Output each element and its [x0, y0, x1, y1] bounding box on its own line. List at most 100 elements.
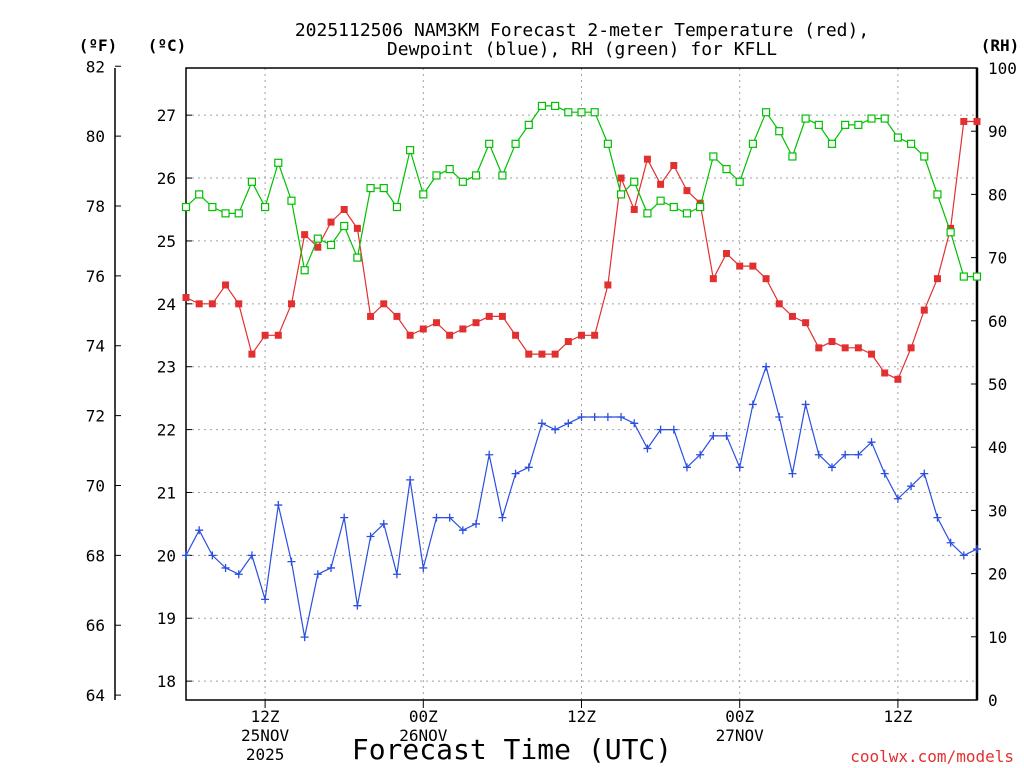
fahrenheit-tick-label: 72 — [86, 407, 105, 426]
rh-tick-label: 0 — [988, 691, 998, 710]
celsius-tick-label: 20 — [157, 546, 176, 565]
2-meter-temperature-point — [657, 180, 665, 188]
fahrenheit-tick-label: 70 — [86, 476, 105, 495]
2-meter-temperature-point — [709, 275, 717, 283]
2-meter-temperature-point — [498, 312, 506, 320]
dewpoint-point — [617, 413, 626, 422]
x-axis-title: Forecast Time (UTC) — [352, 733, 672, 766]
2-meter-temperature-point — [538, 350, 546, 358]
rh-tick-label: 70 — [988, 249, 1007, 268]
2-meter-temperature-point — [446, 331, 454, 339]
2-meter-temperature-point — [762, 275, 770, 283]
2-meter-temperature-point — [604, 281, 612, 289]
dewpoint-point — [234, 570, 243, 579]
dewpoint-point — [959, 551, 968, 560]
dewpoint-point — [445, 513, 454, 522]
2-meter-temperature-point — [551, 350, 559, 358]
dewpoint-point — [261, 595, 270, 604]
dewpoint-point — [419, 563, 428, 572]
dewpoint-point — [893, 494, 902, 503]
rh-point — [261, 202, 270, 212]
celsius-tick-label: 27 — [157, 106, 176, 125]
dewpoint-point — [827, 463, 836, 472]
axis-ticks: 1819202122232425262712Z25NOV202500Z26NOV… — [86, 57, 1017, 764]
rh-point — [722, 165, 731, 174]
rh-point — [537, 101, 547, 111]
rh-point — [696, 202, 705, 212]
chart-title-line2: Dewpoint (blue), RH (green) for KFLL — [387, 39, 777, 60]
fahrenheit-tick-label: 82 — [86, 57, 105, 76]
rh-point — [287, 196, 296, 205]
2-meter-temperature-point — [340, 205, 348, 213]
dewpoint-point — [432, 513, 441, 522]
fahrenheit-tick-label: 76 — [86, 267, 105, 286]
rh-point — [524, 120, 533, 129]
2-meter-temperature-point — [301, 231, 309, 239]
rh-point — [485, 139, 494, 148]
dewpoint-point — [274, 501, 283, 510]
rh-tick-label: 50 — [988, 375, 1007, 394]
dewpoint-point — [854, 450, 863, 459]
gridlines — [186, 68, 977, 700]
dewpoint-point — [498, 513, 507, 522]
rh-point — [669, 202, 678, 212]
rh-point — [946, 228, 955, 237]
2-meter-temperature-point — [393, 312, 401, 320]
2-meter-temperature-point — [353, 224, 361, 232]
rh-point — [656, 196, 665, 205]
2-meter-temperature-point — [802, 319, 810, 327]
2-meter-temperature-point — [828, 338, 836, 346]
rh-point — [603, 139, 612, 148]
rh-point — [972, 272, 982, 281]
dewpoint-point — [907, 482, 916, 491]
dewpoint-point — [551, 425, 560, 434]
2-meter-temperature-point — [564, 338, 572, 346]
dewpoint-point — [577, 413, 586, 422]
2-meter-temperature-point — [327, 218, 335, 226]
x-tick-label: 12Z — [883, 707, 912, 726]
2-meter-temperature-point — [670, 161, 678, 169]
2-meter-temperature-point — [630, 205, 638, 213]
rh-point — [392, 202, 402, 212]
fahrenheit-tick-label: 74 — [86, 337, 105, 356]
2-meter-temperature-point — [287, 300, 295, 308]
2-meter-temperature-point — [907, 344, 915, 352]
fahrenheit-axis-unit: (ºF) — [79, 36, 118, 55]
credit-text: coolwx.com/models — [850, 747, 1014, 766]
2-meter-temperature-point — [591, 331, 599, 339]
2-meter-temperature-point — [406, 331, 414, 339]
rh-tick-label: 30 — [988, 501, 1007, 520]
rh-point — [735, 177, 744, 186]
rh-point — [867, 114, 876, 123]
dewpoint-point — [353, 601, 362, 610]
rh-point — [221, 209, 230, 218]
dewpoint-point — [775, 413, 784, 422]
dewpoint-point — [247, 551, 256, 560]
rh-point — [379, 183, 388, 193]
x-tick-date: 27NOV — [716, 726, 765, 745]
celsius-tick-label: 21 — [157, 483, 176, 502]
rh-tick-label: 100 — [988, 59, 1017, 78]
dewpoint-point — [709, 431, 718, 440]
dewpoint-point — [287, 557, 296, 566]
dewpoint-point — [590, 413, 599, 422]
dewpoint-point — [722, 431, 731, 440]
x-tick-label: 12Z — [251, 707, 280, 726]
dewpoint-point — [379, 519, 388, 528]
2-meter-temperature-point — [235, 300, 243, 308]
x-tick-year: 2025 — [246, 745, 285, 764]
rh-point — [775, 127, 784, 136]
2-meter-temperature-line — [185, 120, 977, 381]
dewpoint-point — [340, 513, 349, 522]
2-meter-temperature-point — [723, 250, 731, 258]
celsius-tick-label: 22 — [157, 421, 176, 440]
rh-point — [814, 120, 823, 129]
rh-point — [458, 177, 467, 186]
rh-point — [709, 152, 718, 161]
2-meter-temperature-point — [788, 312, 796, 320]
rh-point — [326, 240, 336, 250]
2-meter-temperature-point — [314, 243, 322, 251]
celsius-tick-label: 19 — [157, 609, 176, 628]
rh-point — [274, 158, 283, 167]
